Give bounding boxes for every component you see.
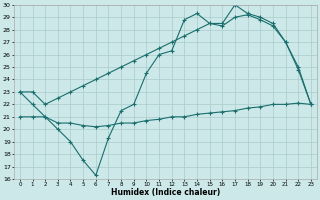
X-axis label: Humidex (Indice chaleur): Humidex (Indice chaleur) (111, 188, 220, 197)
